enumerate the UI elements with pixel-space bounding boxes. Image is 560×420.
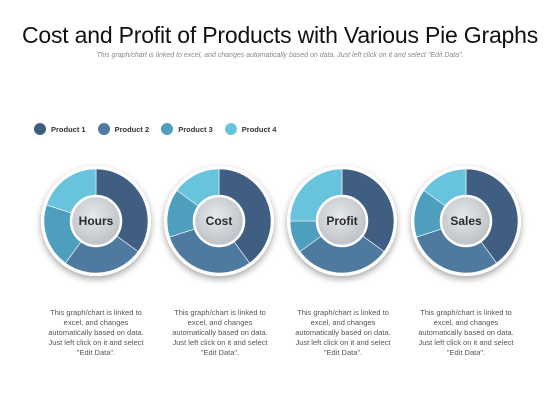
pie-label-profit: Profit xyxy=(326,214,357,228)
pie-hours: Hours xyxy=(41,166,151,276)
pie-sales: Sales xyxy=(411,166,521,276)
pie-label-cost: Cost xyxy=(206,214,233,228)
pie-cost: Cost xyxy=(164,166,274,276)
pie-slice-hours-product-1 xyxy=(95,168,149,252)
pie-slice-sales-product-1 xyxy=(465,168,519,264)
legend: Product 1 Product 2 Product 3 Product 4 xyxy=(34,123,288,135)
description-profit: This graph/chart is linked to excel, and… xyxy=(295,308,391,357)
pie-slice-cost-product-1 xyxy=(218,168,272,264)
legend-label-product-1: Product 1 xyxy=(51,124,86,134)
pie-slice-cost-product-3 xyxy=(166,190,220,238)
page-subtitle: This graph/chart is linked to excel, and… xyxy=(96,52,464,59)
pie-label-hours: Hours xyxy=(79,214,114,228)
pie-slice-hours-product-2 xyxy=(65,220,139,274)
pie-slice-sales-product-3 xyxy=(413,190,467,238)
legend-item-product-2: Product 2 xyxy=(97,123,150,135)
pie-hub-sales xyxy=(439,194,493,248)
legend-item-product-1: Product 1 xyxy=(34,123,86,135)
legend-label-product-3: Product 3 xyxy=(178,124,213,134)
legend-swatch-product-1 xyxy=(34,123,46,135)
legend-label-product-4: Product 4 xyxy=(241,124,277,134)
legend-swatch-product-3 xyxy=(161,123,174,135)
description-hours: This graph/chart is linked to excel, and… xyxy=(48,308,144,357)
pie-slice-profit-product-1 xyxy=(341,168,395,252)
pie-label-sales: Sales xyxy=(450,214,482,228)
page-title: Cost and Profit of Products with Various… xyxy=(21,22,539,48)
pie-hub-cost xyxy=(192,194,246,248)
legend-item-product-3: Product 3 xyxy=(161,123,213,135)
pie-slice-cost-product-2 xyxy=(169,220,250,274)
description-sales: This graph/chart is linked to excel, and… xyxy=(418,308,514,357)
pie-hub-hours xyxy=(69,194,123,248)
legend-swatch-product-4 xyxy=(224,123,237,135)
legend-label-product-2: Product 2 xyxy=(114,124,150,134)
pie-hub-profit xyxy=(315,194,369,248)
pie-slice-sales-product-2 xyxy=(416,220,497,274)
legend-item-product-4: Product 4 xyxy=(224,123,277,135)
legend-swatch-product-2 xyxy=(97,123,110,135)
description-cost: This graph/chart is linked to excel, and… xyxy=(172,308,268,357)
pie-profit: Profit xyxy=(287,166,397,276)
